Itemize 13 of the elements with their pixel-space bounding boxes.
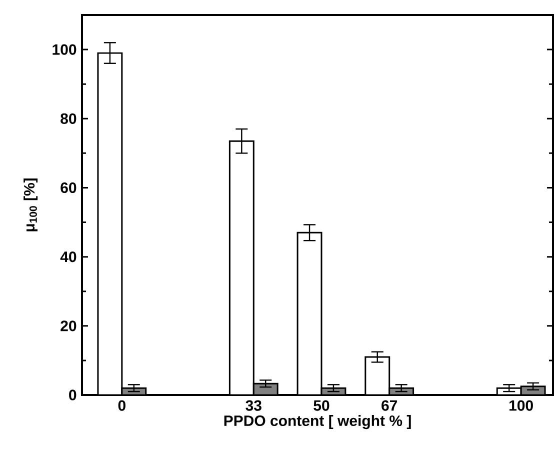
- x-tick-label: 50: [314, 400, 330, 411]
- x-tick-label: 33: [246, 400, 262, 411]
- y-tick-label: 100: [52, 44, 76, 55]
- y-tick-label: 80: [60, 113, 76, 124]
- y-tick-label: 60: [60, 182, 76, 194]
- x-tick-label: 0: [118, 400, 126, 411]
- x-tick-label: 67: [382, 400, 398, 411]
- y-tick-label: 20: [60, 320, 76, 332]
- x-axis-title: PPDO content [ weight % ]: [224, 415, 411, 430]
- x-tick-label: 100: [510, 400, 533, 411]
- y-tick-label: 0: [69, 390, 76, 400]
- y-tick-label: 40: [60, 252, 76, 262]
- y-axis-title: μ$_{100}$ [%]: [24, 178, 38, 232]
